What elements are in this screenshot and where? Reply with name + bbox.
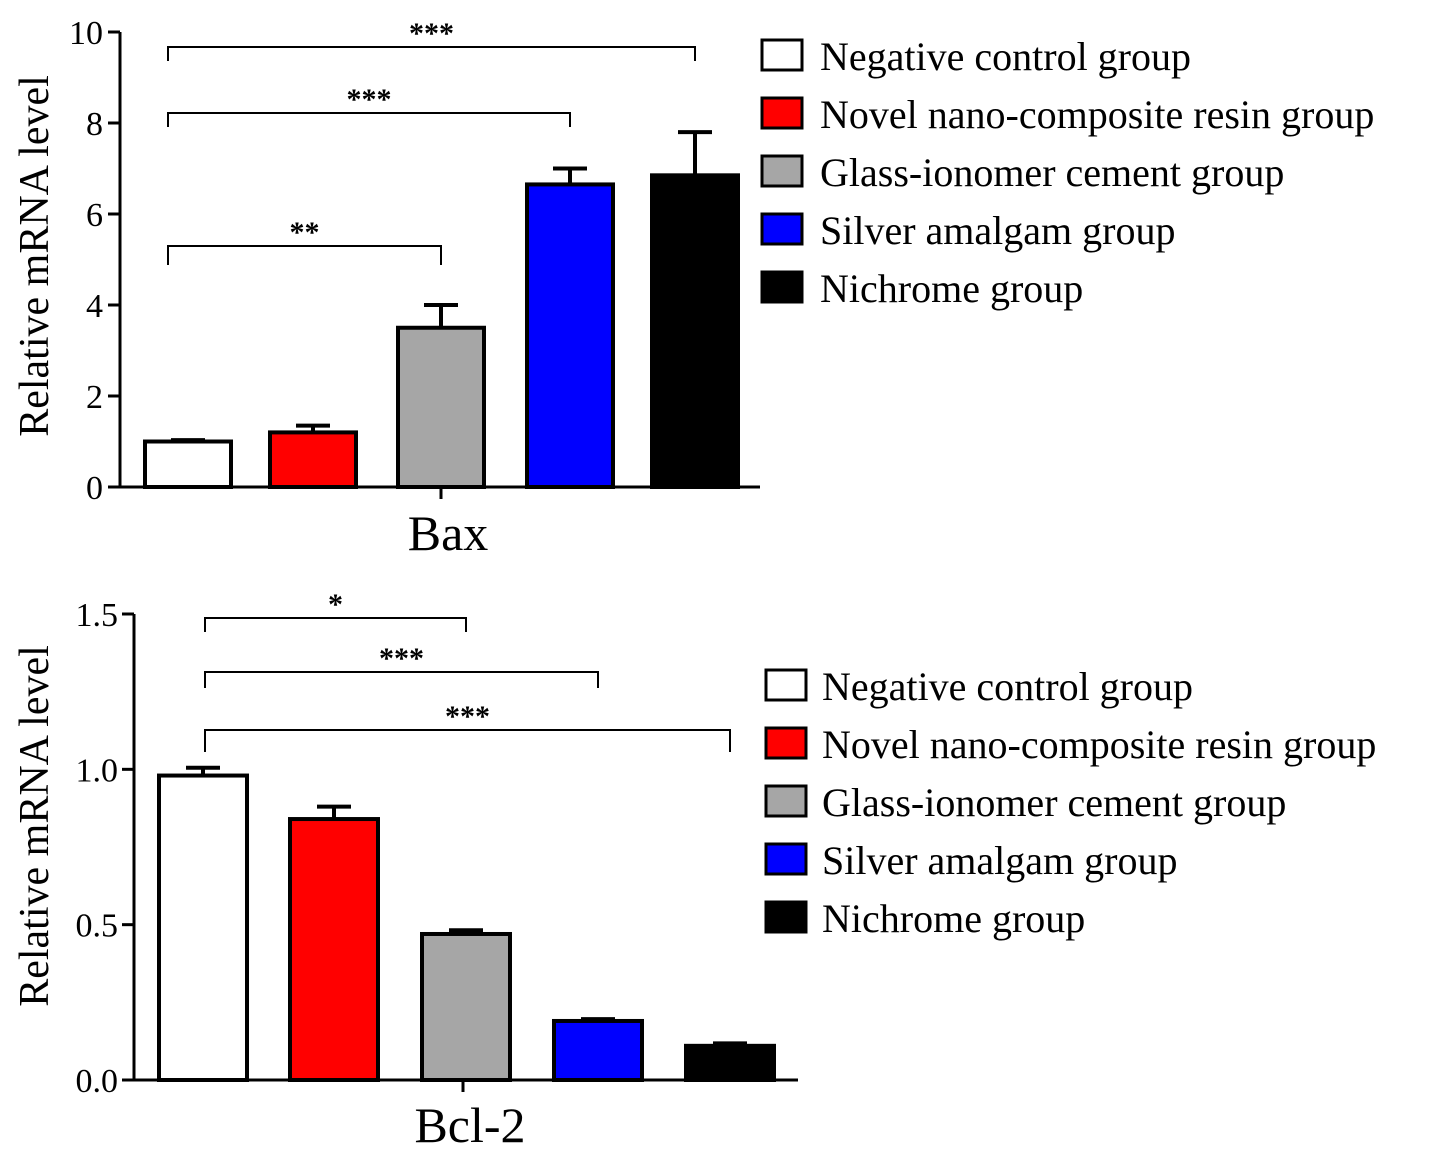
y-tick-label: 1.0 <box>76 752 119 789</box>
legend-label: Nichrome group <box>820 266 1083 311</box>
bar <box>143 439 233 489</box>
x-axis-label: Bax <box>408 505 489 561</box>
significance-label: ** <box>290 216 320 249</box>
significance-bracket <box>204 671 599 688</box>
legend-swatch <box>760 38 804 72</box>
legend-swatch <box>760 212 804 246</box>
y-tick-label: 6 <box>86 197 103 234</box>
y-tick-label: 2 <box>86 379 103 416</box>
bar <box>288 817 380 1082</box>
legend-swatch <box>764 726 808 760</box>
legend-label: Novel nano-composite resin group <box>822 722 1376 767</box>
bar <box>684 1043 776 1082</box>
legend-label: Negative control group <box>822 664 1193 709</box>
legend-swatch <box>764 842 808 876</box>
legend-swatch <box>760 270 804 304</box>
bar <box>650 173 740 489</box>
legend-label: Negative control group <box>820 34 1191 79</box>
significance-label: *** <box>409 17 454 50</box>
significance-label: *** <box>347 83 392 116</box>
y-tick-label: 0 <box>86 470 103 507</box>
legend-label: Glass-ionomer cement group <box>820 150 1284 195</box>
significance-label: * <box>328 588 343 621</box>
legend-label: Novel nano-composite resin group <box>820 92 1374 137</box>
legend-swatch <box>764 900 808 934</box>
y-tick-label: 0.5 <box>76 908 119 945</box>
legend-label: Silver amalgam group <box>822 838 1177 883</box>
legend-swatch <box>760 96 804 130</box>
bar <box>525 182 615 490</box>
y-tick-label: 4 <box>86 288 103 325</box>
bar <box>268 430 358 489</box>
legend-swatch <box>760 154 804 188</box>
significance-bracket <box>167 245 442 265</box>
y-tick-label: 0.0 <box>76 1063 119 1100</box>
y-axis-title: Relative mRNA level <box>12 645 58 1007</box>
y-tick-label: 8 <box>86 106 103 143</box>
bar <box>157 773 249 1083</box>
legend-swatch <box>764 668 808 702</box>
significance-bracket <box>204 617 467 632</box>
significance-bracket <box>167 46 696 61</box>
bar <box>396 325 486 489</box>
x-axis-label: Bcl-2 <box>414 1097 525 1153</box>
y-tick-label: 1.5 <box>76 597 119 634</box>
bar <box>552 1018 644 1082</box>
y-tick-label: 10 <box>69 15 103 52</box>
significance-bracket <box>167 112 571 127</box>
legend-label: Silver amalgam group <box>820 208 1175 253</box>
y-axis-title: Relative mRNA level <box>12 75 58 437</box>
legend-label: Glass-ionomer cement group <box>822 780 1286 825</box>
significance-bracket <box>204 729 731 752</box>
legend-label: Nichrome group <box>822 896 1085 941</box>
legend-swatch <box>764 784 808 818</box>
bar <box>420 931 512 1083</box>
significance-label: *** <box>379 642 424 675</box>
significance-label: *** <box>445 700 490 733</box>
